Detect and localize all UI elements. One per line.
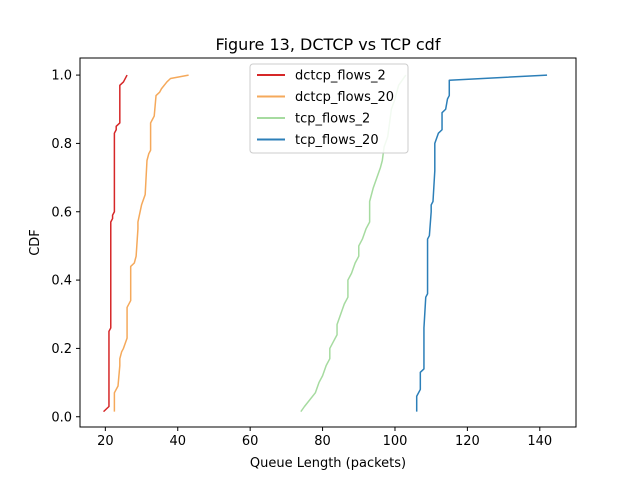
legend-label-tcp_flows_20: tcp_flows_20: [295, 133, 379, 148]
legend-box: [249, 63, 409, 154]
plot-frame: [79, 57, 577, 428]
chart-title: Figure 13, DCTCP vs TCP cdf: [216, 35, 441, 54]
y-tick-label: 0.0: [51, 410, 72, 425]
legend-label-tcp_flows_2: tcp_flows_2: [295, 112, 370, 127]
y-tick-label: 0.6: [51, 205, 72, 220]
legend: dctcp_flows_2 dctcp_flows_20 tcp_flows_2tc…: [249, 63, 409, 154]
legend-label-dctcp_flows_20: dctcp_flows_20: [295, 90, 394, 105]
legend-label-dctcp_flows_2: dctcp_flows_2: [295, 69, 386, 84]
y-tick-label: 0.2: [51, 342, 72, 357]
series-line-tcp_flows_20: [415, 74, 548, 412]
x-axis-ticks: 20 40 60 80 100 120 140: [97, 427, 552, 449]
x-tick-label: 120: [455, 434, 480, 449]
y-tick-label: 1.0: [51, 69, 72, 84]
series-line-dctcp_flows_2: [103, 74, 128, 413]
x-tick-label: 20: [97, 434, 114, 449]
y-axis-label: CDF: [28, 229, 43, 256]
x-tick-label: 100: [383, 434, 408, 449]
x-tick-label: 80: [314, 434, 331, 449]
x-axis-label: Queue Length (packets): [250, 456, 406, 471]
series-line-dctcp_flows_20: [113, 74, 189, 412]
y-axis-ticks: 0.0 0.2 0.4 0.6 0.8 1.0: [51, 69, 80, 425]
x-tick-label: 40: [169, 434, 186, 449]
x-tick-label: 60: [242, 434, 259, 449]
y-tick-label: 0.8: [51, 137, 72, 152]
series-layer: [103, 74, 548, 413]
y-tick-label: 0.4: [51, 274, 72, 289]
x-tick-label: 140: [527, 434, 552, 449]
